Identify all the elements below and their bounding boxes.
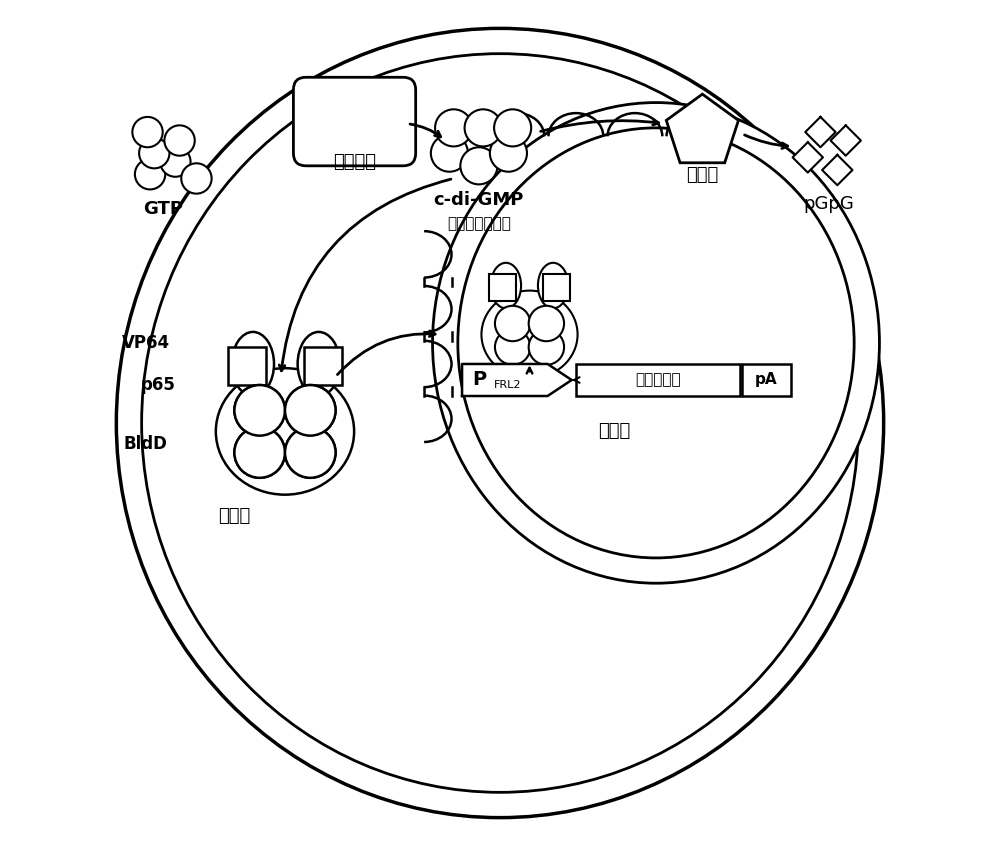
Circle shape — [160, 146, 191, 177]
Circle shape — [285, 385, 336, 436]
Circle shape — [435, 109, 472, 146]
Ellipse shape — [142, 53, 858, 793]
Circle shape — [529, 305, 564, 341]
Circle shape — [132, 117, 163, 147]
Ellipse shape — [458, 128, 854, 558]
Circle shape — [490, 135, 527, 172]
Circle shape — [234, 385, 285, 436]
Polygon shape — [462, 364, 572, 396]
Bar — [543, 274, 570, 300]
Text: （环二鸟苷酸）: （环二鸟苷酸） — [447, 217, 511, 232]
Text: c-di-GMP: c-di-GMP — [434, 191, 524, 209]
Circle shape — [181, 163, 212, 194]
Bar — [228, 347, 266, 385]
Circle shape — [234, 427, 285, 478]
FancyBboxPatch shape — [293, 77, 416, 166]
Ellipse shape — [216, 368, 354, 495]
Text: pA: pA — [755, 372, 778, 387]
Text: 效应器: 效应器 — [598, 422, 630, 441]
Polygon shape — [666, 94, 738, 162]
Circle shape — [285, 385, 336, 436]
Ellipse shape — [433, 102, 879, 583]
Text: 处理器: 处理器 — [218, 507, 251, 525]
Circle shape — [495, 305, 530, 341]
Circle shape — [529, 329, 564, 365]
Circle shape — [494, 109, 531, 146]
Bar — [304, 347, 342, 385]
Text: p65: p65 — [141, 376, 176, 394]
Text: FRL2: FRL2 — [494, 380, 522, 390]
Polygon shape — [822, 155, 852, 185]
Ellipse shape — [491, 263, 521, 308]
Circle shape — [431, 135, 468, 172]
Polygon shape — [831, 125, 861, 156]
Circle shape — [164, 125, 195, 156]
Circle shape — [285, 427, 336, 478]
Circle shape — [135, 159, 165, 190]
Text: VP64: VP64 — [122, 334, 170, 352]
Circle shape — [234, 427, 285, 478]
Bar — [742, 364, 791, 396]
Bar — [489, 274, 516, 300]
Polygon shape — [793, 142, 823, 173]
Ellipse shape — [538, 263, 568, 308]
Circle shape — [465, 109, 502, 146]
Ellipse shape — [298, 332, 340, 396]
Ellipse shape — [232, 332, 274, 396]
Text: 光感受器: 光感受器 — [333, 153, 376, 171]
Text: 降解酶: 降解酶 — [686, 166, 718, 184]
Circle shape — [285, 427, 336, 478]
Text: 待转录基因: 待转录基因 — [635, 372, 681, 387]
Bar — [576, 364, 740, 396]
Circle shape — [139, 138, 169, 168]
Ellipse shape — [116, 29, 884, 817]
Polygon shape — [805, 117, 836, 147]
Circle shape — [460, 147, 497, 184]
Ellipse shape — [481, 291, 578, 378]
Circle shape — [234, 385, 285, 436]
Text: pGpG: pGpG — [803, 195, 854, 213]
Text: GTP: GTP — [143, 200, 183, 217]
Text: BldD: BldD — [124, 435, 168, 453]
Text: P: P — [472, 371, 486, 389]
Circle shape — [495, 329, 530, 365]
